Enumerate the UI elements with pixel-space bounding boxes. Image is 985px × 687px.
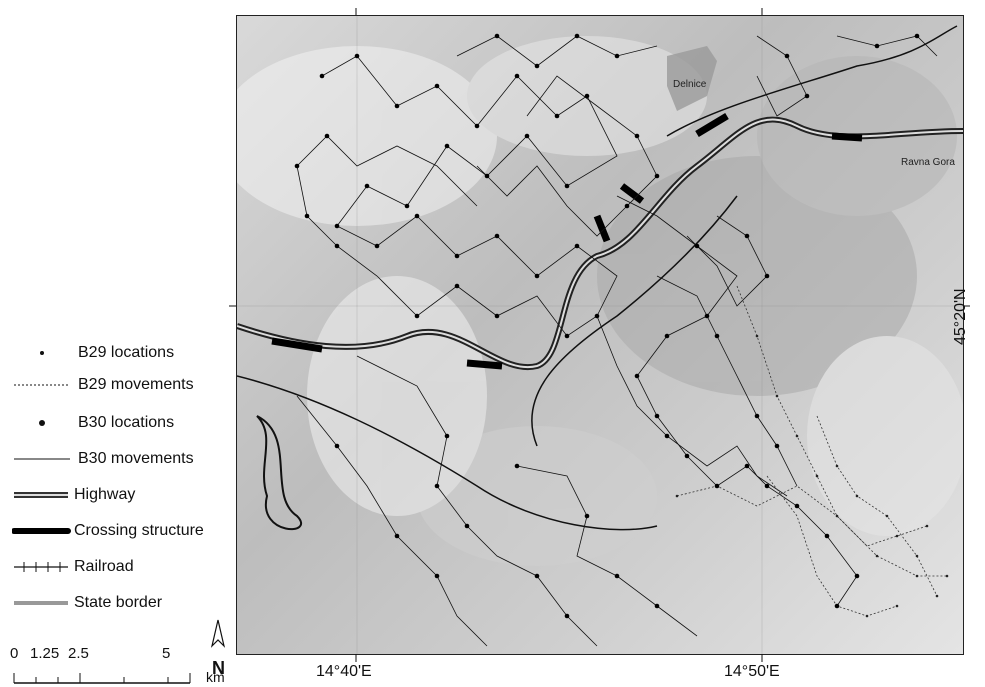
b29-locations [675, 334, 949, 618]
large-dot-symbol [39, 420, 45, 426]
highway [237, 116, 963, 371]
legend-item-highway: Highway [12, 482, 237, 508]
thick-line-symbol [12, 528, 71, 534]
b29-movements [676, 285, 947, 617]
scale-label: 1.25 [30, 645, 60, 662]
road-mid [531, 195, 738, 447]
scale-unit: km [206, 669, 225, 685]
dotted-line-symbol [14, 384, 70, 386]
north-arrow-icon: N [210, 619, 226, 678]
legend-item-state-border: State border [12, 590, 237, 616]
lon-tick-label: 14°50'E [724, 663, 780, 680]
legend-label: B29 movements [78, 376, 194, 393]
legend-item-b29-locations: B29 locations [12, 340, 237, 366]
delnice-area [667, 46, 717, 111]
road-north [666, 25, 958, 137]
legend-label: State border [74, 594, 163, 611]
crossing-structures [271, 112, 863, 370]
place-label-delnice: Delnice [673, 79, 707, 90]
svg-text:N: N [212, 658, 225, 678]
legend-item-railroad: Railroad [12, 554, 237, 580]
lat-tick-label: 45°20'N [952, 288, 969, 345]
border-line [256, 415, 303, 531]
road-south [237, 375, 658, 531]
double-line-symbol [14, 492, 68, 498]
legend-label: Crossing structure [74, 522, 204, 539]
legend-label: B30 movements [78, 450, 194, 467]
small-dot-symbol [40, 351, 44, 355]
legend-item-crossing-structure: Crossing structure [12, 518, 237, 544]
map-canvas [237, 16, 963, 654]
legend-label: B30 locations [78, 414, 175, 431]
legend-item-b30-locations: B30 locations [12, 410, 237, 436]
b30-locations [294, 33, 920, 619]
legend-label: Railroad [74, 558, 134, 575]
hatched-line-symbol [14, 562, 68, 572]
scale-label: 5 [162, 645, 171, 662]
scale-label: 0 [10, 645, 19, 662]
legend-item-b29-movements: B29 movements [12, 372, 237, 398]
thin-line-symbol [14, 458, 70, 460]
lon-tick-label: 14°40'E [316, 663, 372, 680]
map-frame[interactable]: Delnice Ravna Gora [236, 15, 964, 655]
legend-label: Highway [74, 486, 136, 503]
scale-label: 2.5 [68, 645, 89, 662]
place-label-ravna-gora: Ravna Gora [901, 157, 955, 168]
scale-ticks [13, 673, 191, 684]
legend-label: B29 locations [78, 344, 175, 361]
scale-bar: 0 1.25 2.5 5 km [10, 645, 240, 687]
gray-line-symbol [14, 601, 68, 605]
legend-item-b30-movements: B30 movements [12, 446, 237, 472]
